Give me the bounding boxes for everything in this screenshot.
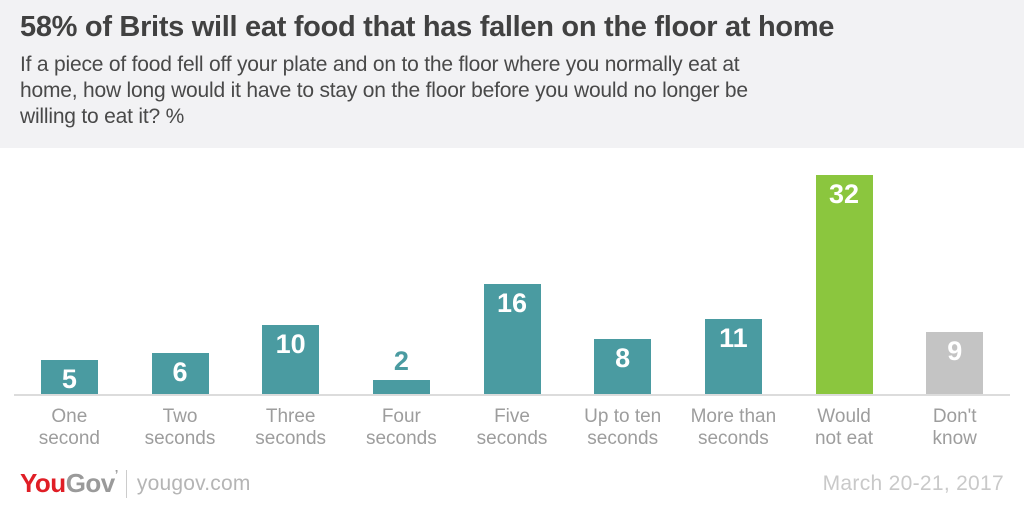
labels-row: One second Two seconds Three seconds Four s… bbox=[14, 396, 1010, 450]
chart-subtitle: If a piece of food fell off your plate a… bbox=[20, 53, 748, 129]
footer: YouGov’ yougov.com March 20-21, 2017 bbox=[0, 455, 1024, 512]
bar-column: 2 bbox=[346, 148, 457, 394]
bar-value-label: 11 bbox=[719, 323, 748, 353]
bar-value-label: 32 bbox=[829, 179, 860, 209]
category-label: Don't know bbox=[932, 406, 977, 449]
category-label: Five seconds bbox=[476, 406, 548, 449]
bar-value-label: 2 bbox=[393, 346, 409, 376]
bar-column: 6 bbox=[125, 148, 236, 394]
plot-row: 5 6 10 2 16 8 11 32 9 bbox=[14, 148, 1010, 394]
logo-gov: Gov bbox=[65, 468, 116, 498]
bar: 5 bbox=[40, 360, 98, 394]
bar-column: 5 bbox=[14, 148, 125, 394]
bar-column: 16 bbox=[457, 148, 568, 394]
bar-value-label: 10 bbox=[275, 329, 306, 359]
bar-column: 10 bbox=[235, 148, 346, 394]
bar: 8 bbox=[594, 339, 652, 394]
bar: 16 bbox=[483, 284, 541, 394]
yougov-logo-text: YouGov’ bbox=[20, 468, 118, 499]
bar-value-label: 6 bbox=[172, 357, 188, 387]
bar: 6 bbox=[151, 353, 209, 394]
bar-column: 8 bbox=[567, 148, 678, 394]
x-axis-baseline bbox=[14, 394, 1010, 396]
category-label: One second bbox=[38, 406, 100, 449]
logo-you: You bbox=[20, 468, 66, 498]
category-label: Two seconds bbox=[144, 406, 216, 449]
bar-column: 32 bbox=[789, 148, 900, 394]
bar: 10 bbox=[262, 325, 320, 394]
chart-title: 58% of Brits will eat food that has fall… bbox=[20, 11, 835, 43]
category-label: Four seconds bbox=[365, 406, 437, 449]
logo-divider bbox=[125, 469, 127, 498]
bar-value-label: 16 bbox=[496, 288, 528, 318]
category-label: Up to ten seconds bbox=[584, 406, 662, 449]
bar: 2 bbox=[372, 346, 430, 394]
bar-value-label: 8 bbox=[615, 343, 631, 373]
bar-column: 11 bbox=[678, 148, 789, 394]
footer-date: March 20-21, 2017 bbox=[822, 471, 1004, 495]
logo-trademark: ’ bbox=[114, 467, 119, 482]
yougov-logo: YouGov’ yougov.com bbox=[20, 468, 251, 499]
bar-value-label: 5 bbox=[61, 364, 77, 394]
category-label: Would not eat bbox=[814, 406, 874, 449]
category-label: More than seconds bbox=[690, 406, 777, 449]
category-label: Three seconds bbox=[255, 406, 327, 449]
bar: 32 bbox=[815, 175, 873, 394]
chart-header: 58% of Brits will eat food that has fall… bbox=[0, 0, 1024, 148]
bar: 11 bbox=[704, 319, 762, 394]
bar-chart: 5 6 10 2 16 8 11 32 9 One second Two seconds Three… bbox=[14, 148, 1010, 450]
bar-value-label: 9 bbox=[947, 336, 963, 366]
bar-column: 9 bbox=[899, 148, 1010, 394]
bar: 9 bbox=[926, 332, 984, 394]
footer-site-url: yougov.com bbox=[136, 471, 251, 495]
